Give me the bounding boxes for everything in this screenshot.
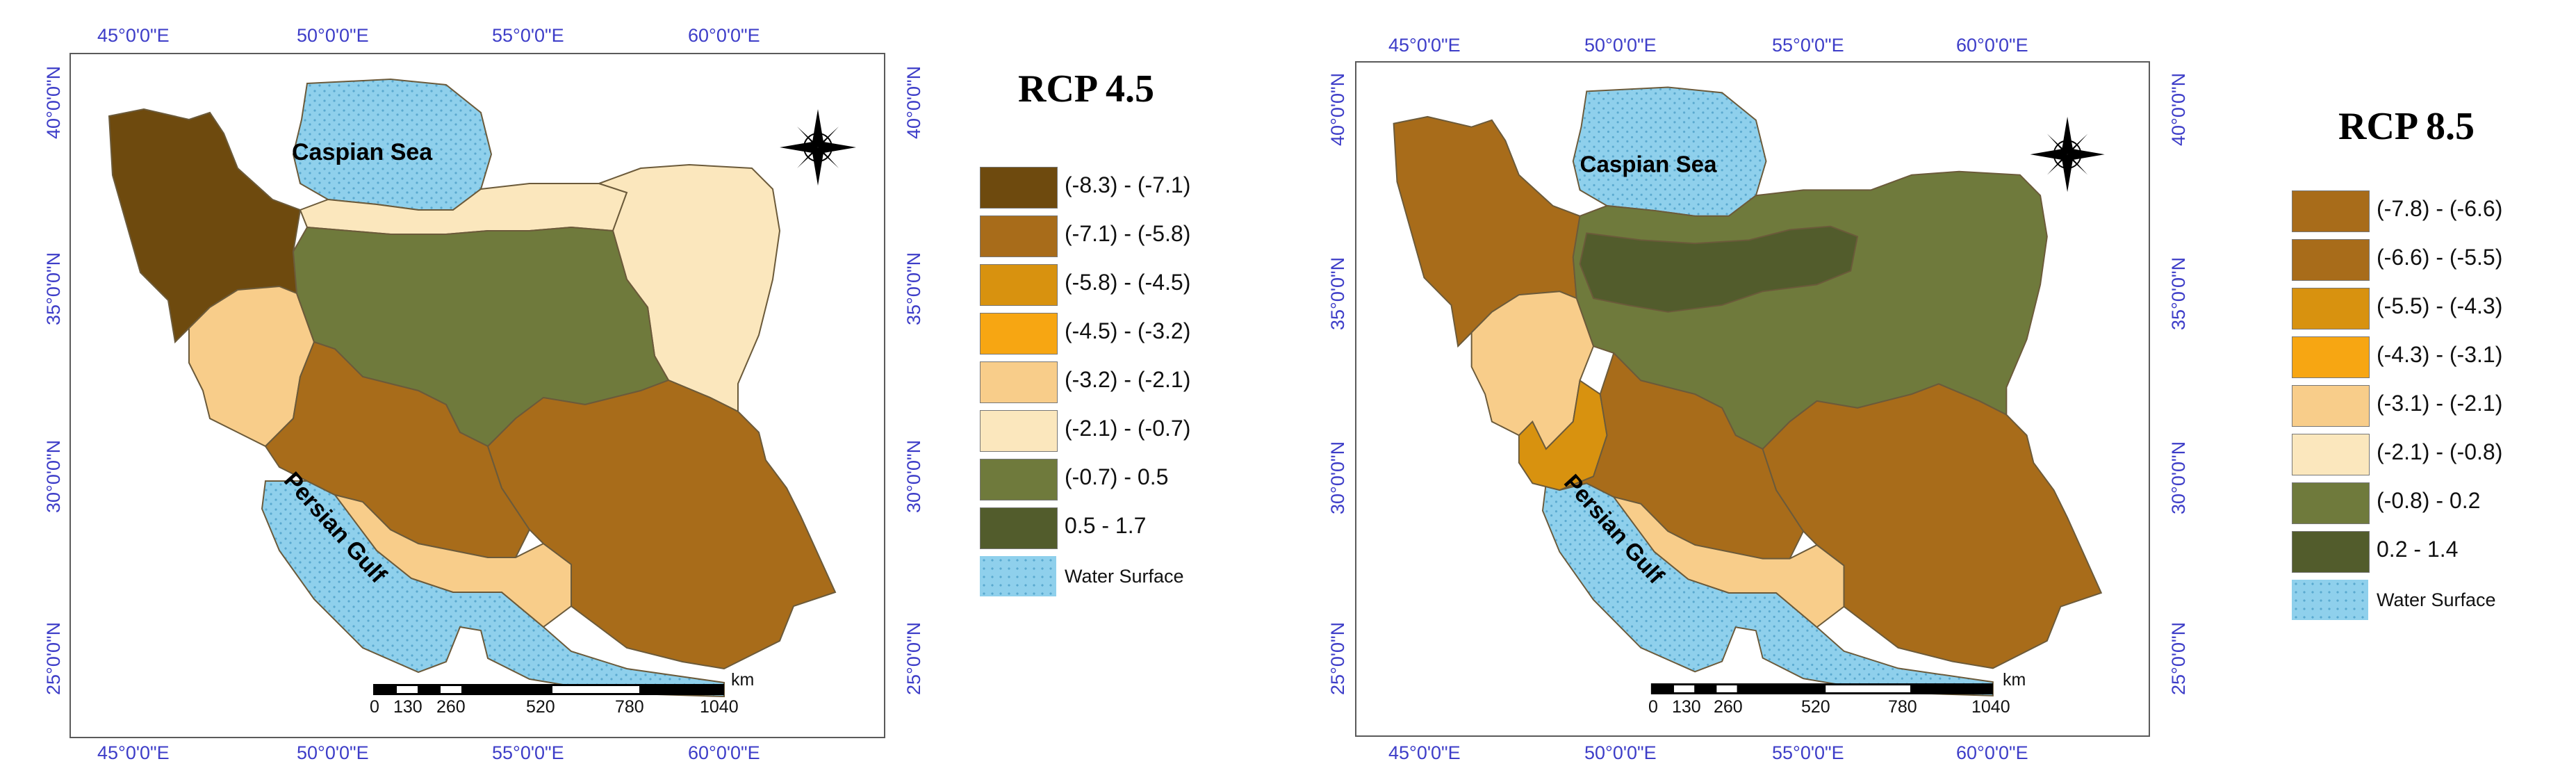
legend-label: (-2.1) - (-0.8) [2377,439,2503,464]
legend-label: (-2.1) - (-0.7) [1065,416,1191,441]
panel-title: RCP 4.5 [1018,67,1154,111]
x-tick-top-1: 45°0'0"E [97,25,170,46]
map-frame: Caspian Sea Persian Gulf k [69,53,885,738]
y-tick-right-1: 40°0'0"N [2168,72,2189,146]
y-tick-right-2: 35°0'0"N [903,252,924,325]
x-tick-bottom-4: 60°0'0"E [688,742,760,763]
x-tick-top-4: 60°0'0"E [688,25,760,46]
y-tick-right-4: 25°0'0"N [2168,621,2189,695]
iran-map: Caspian Sea Persian Gulf [108,78,856,698]
scale-label-5: 1040 [700,697,739,717]
legend-swatch-water [2292,580,2368,620]
x-tick-bottom-3: 55°0'0"E [492,742,564,763]
region-southeast [486,379,837,670]
x-tick-bottom-2: 50°0'0"E [1584,742,1657,763]
y-tick-left-1: 40°0'0"N [1327,72,1348,146]
legend-label: (-3.1) - (-2.1) [2377,391,2503,416]
scale-label-1: 130 [393,697,423,717]
y-tick-right-3: 30°0'0"N [903,439,924,513]
scale-bar [1650,683,1993,694]
y-tick-left-3: 30°0'0"N [1327,441,1348,514]
region-southeast [1762,383,2103,669]
caspian-sea-label: Caspian Sea [1580,152,1717,178]
x-tick-top-2: 50°0'0"E [1584,35,1657,56]
legend-swatch [980,507,1058,549]
legend-swatch [980,167,1058,209]
x-tick-bottom-1: 45°0'0"E [97,742,170,763]
y-tick-right-2: 35°0'0"N [2168,256,2189,330]
legend-label: (-0.7) - 0.5 [1065,464,1169,489]
legend-label: (-8.3) - (-7.1) [1065,172,1191,197]
legend-label: (-0.8) - 0.2 [2377,488,2481,513]
y-tick-right-1: 40°0'0"N [903,65,924,139]
legend-swatch [980,313,1058,355]
x-tick-top-1: 45°0'0"E [1388,35,1461,56]
y-tick-left-3: 30°0'0"N [43,439,64,513]
scale-unit: km [731,670,755,690]
legend-swatch [2292,434,2370,475]
scale-label-1: 130 [1672,697,1701,717]
scale-label-3: 520 [1801,697,1830,717]
scale-label-3: 520 [526,697,555,717]
y-tick-left-2: 35°0'0"N [43,252,64,325]
scale-bar [373,684,724,695]
caspian-sea-label: Caspian Sea [292,139,433,165]
x-tick-bottom-2: 50°0'0"E [297,742,369,763]
scale-label-0: 0 [1648,697,1658,717]
legend-swatch [980,264,1058,306]
y-tick-right-4: 25°0'0"N [903,621,924,695]
legend-label: (-6.6) - (-5.5) [2377,245,2503,270]
scale-label-4: 780 [615,697,644,717]
x-tick-bottom-1: 45°0'0"E [1388,742,1461,763]
legend-swatch [2292,531,2370,573]
x-tick-top-3: 55°0'0"E [1772,35,1844,56]
x-tick-top-4: 60°0'0"E [1956,35,2028,56]
legend-swatch [980,215,1058,257]
legend-label: (-5.5) - (-4.3) [2377,293,2503,318]
legend-swatch [2292,288,2370,329]
right-map-panel: 45°0'0"E 50°0'0"E 55°0'0"E 60°0'0"E 45°0… [1272,0,2576,782]
legend-label: (-7.8) - (-6.6) [2377,196,2503,221]
region-central-dark [1579,225,1859,313]
legend-label-water: Water Surface [1065,566,1184,587]
legend-label: (-4.3) - (-3.1) [2377,342,2503,367]
legend-swatch-water [980,556,1056,596]
map-frame: Caspian Sea Persian Gulf km 0 13 [1355,61,2150,737]
y-tick-left-1: 40°0'0"N [43,65,64,139]
legend-swatch [980,410,1058,452]
scale-label-2: 260 [1714,697,1743,717]
panel-title: RCP 8.5 [2338,105,2475,148]
x-tick-bottom-3: 55°0'0"E [1772,742,1844,763]
scale-label-0: 0 [370,697,379,717]
legend-swatch [980,459,1058,500]
legend-swatch [2292,482,2370,524]
north-arrow-icon [2030,116,2105,193]
north-arrow-icon [780,109,856,186]
scale-unit: km [2003,670,2026,690]
x-tick-top-2: 50°0'0"E [297,25,369,46]
x-tick-top-3: 55°0'0"E [492,25,564,46]
y-tick-left-4: 25°0'0"N [43,621,64,695]
y-tick-right-3: 30°0'0"N [2168,441,2189,514]
legend-label: (-4.5) - (-3.2) [1065,318,1191,343]
legend-swatch [2292,336,2370,378]
iran-map: Caspian Sea Persian Gulf [1393,86,2105,697]
legend-label: 0.2 - 1.4 [2377,537,2459,562]
legend-swatch [2292,239,2370,281]
legend-label: 0.5 - 1.7 [1065,513,1147,538]
left-map-panel: 45°0'0"E 50°0'0"E 55°0'0"E 60°0'0"E 45°0… [0,0,1251,782]
y-tick-left-2: 35°0'0"N [1327,256,1348,330]
legend-label: (-5.8) - (-4.5) [1065,270,1191,295]
scale-label-2: 260 [436,697,466,717]
legend-swatch [2292,190,2370,232]
legend-swatch [980,361,1058,403]
legend-label: (-3.2) - (-2.1) [1065,367,1191,392]
y-tick-left-4: 25°0'0"N [1327,621,1348,695]
x-tick-bottom-4: 60°0'0"E [1956,742,2028,763]
legend-swatch [2292,385,2370,427]
scale-label-5: 1040 [1971,697,2010,717]
legend-label: (-7.1) - (-5.8) [1065,221,1191,246]
legend-label-water: Water Surface [2377,589,2496,610]
scale-label-4: 780 [1888,697,1917,717]
